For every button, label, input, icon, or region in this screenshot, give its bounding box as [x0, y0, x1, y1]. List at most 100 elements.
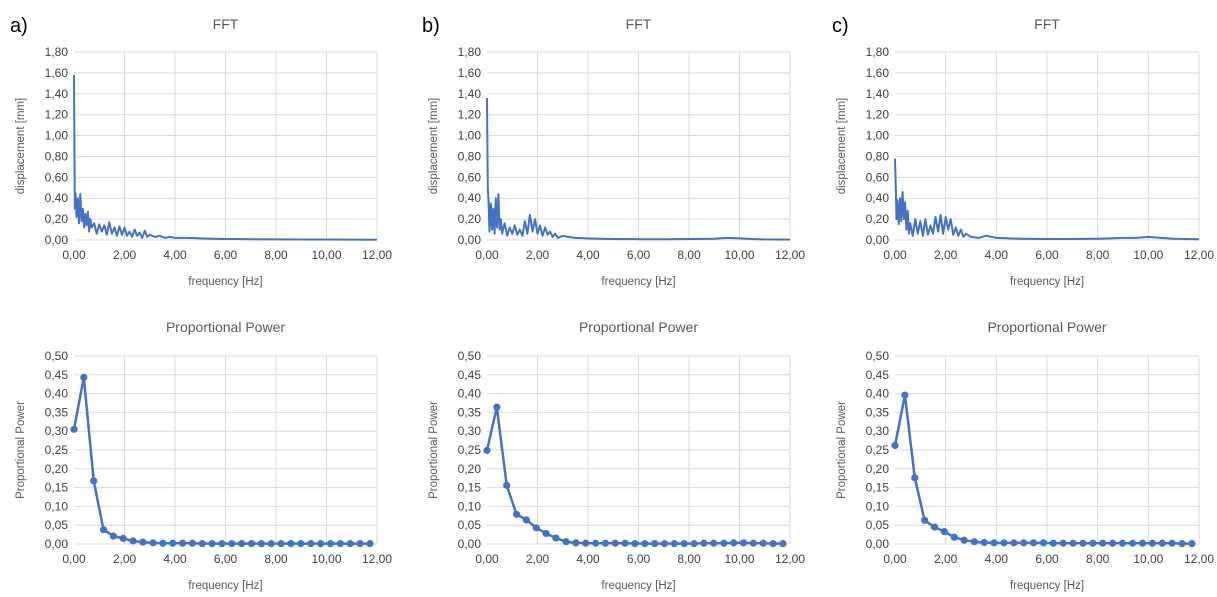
data-point [651, 540, 659, 548]
data-point [990, 539, 998, 547]
x-axis-title: frequency [Hz] [601, 276, 675, 288]
y-tick-label: 0,05 [45, 518, 69, 532]
x-tick-label: 10,00 [724, 248, 754, 262]
data-point [1059, 539, 1067, 547]
y-tick-label: 1,60 [45, 66, 69, 80]
y-tick-label: 0,50 [458, 349, 482, 363]
chart-title: FFT [1034, 16, 1060, 32]
data-point [562, 538, 570, 546]
data-point [80, 373, 88, 382]
y-tick-label: 0,20 [866, 462, 890, 476]
y-tick-label: 0,80 [458, 149, 482, 163]
data-point [631, 540, 639, 548]
x-tick-label: 12,00 [1184, 552, 1214, 566]
data-point [960, 536, 968, 544]
data-point [911, 474, 919, 482]
data-point [1099, 539, 1107, 547]
x-tick-label: 4,00 [985, 248, 1009, 262]
chart-title: FFT [626, 16, 652, 32]
data-point [1118, 539, 1127, 547]
x-axis-title: frequency [Hz] [601, 580, 675, 592]
data-point [769, 540, 777, 548]
y-tick-label: 0,05 [458, 518, 482, 532]
x-axis-title: frequency [Hz] [1010, 580, 1084, 592]
data-point [940, 527, 949, 536]
y-tick-label: 0,30 [458, 424, 482, 438]
data-point [139, 538, 147, 546]
chart-6: 0,00 0,05 0,10 0,15 0,20 0,25 0,30 0,35 0,40 0,45… [836, 319, 1214, 592]
y-tick-label: 0,35 [45, 405, 69, 419]
y-tick-label: 0,15 [458, 481, 482, 495]
y-tick-label: 1,20 [866, 108, 890, 122]
series-line [894, 158, 1200, 241]
x-tick-label: 2,00 [526, 248, 550, 262]
y-tick-label: 0,35 [458, 405, 482, 419]
data-point [70, 425, 78, 433]
data-point [1000, 539, 1008, 547]
y-tick-label: 1,00 [866, 129, 890, 143]
data-point [277, 540, 285, 548]
data-point [326, 540, 335, 548]
data-point [970, 538, 978, 546]
y-tick-label: 0,40 [45, 387, 69, 401]
x-tick-label: 6,00 [214, 248, 238, 262]
x-tick-label: 2,00 [113, 552, 137, 566]
x-tick-label: 6,00 [1035, 552, 1059, 566]
y-tick-label: 0,00 [458, 537, 482, 551]
y-tick-label: 1,60 [458, 66, 482, 80]
x-tick-label: 0,00 [62, 248, 86, 262]
y-axis-title: displacement [mm] [428, 98, 440, 195]
data-point [680, 540, 688, 548]
data-point [1129, 539, 1137, 547]
data-point [257, 540, 265, 548]
series-line [73, 74, 378, 241]
data-point [512, 510, 521, 518]
y-tick-label: 0,20 [458, 212, 482, 226]
y-tick-label: 0,40 [866, 387, 890, 401]
data-point [317, 540, 325, 548]
data-point [238, 540, 246, 548]
data-point [1079, 539, 1087, 547]
y-axis-title: Proportional Power [15, 401, 27, 499]
charts-group: 0,00 0,20 0,40 0,60 0,80 1,00 1,20 1,40 1,60 1,80… [15, 16, 1214, 592]
x-tick-label: 0,00 [475, 248, 499, 262]
data-point [749, 539, 757, 547]
chart-2: 0,00 0,20 0,40 0,60 0,80 1,00 1,20 1,40 1,60 1,80… [428, 16, 805, 288]
data-point [228, 540, 236, 548]
series-line [486, 97, 791, 241]
x-tick-label: 8,00 [1086, 552, 1110, 566]
y-tick-label: 0,20 [866, 212, 890, 226]
x-tick-label: 8,00 [1086, 248, 1110, 262]
x-tick-label: 4,00 [163, 248, 187, 262]
data-point [1049, 539, 1057, 547]
data-point [346, 540, 354, 548]
y-tick-label: 0,60 [458, 170, 482, 184]
data-point [247, 540, 256, 548]
panel-label-a: a) [10, 15, 28, 37]
data-point [483, 446, 491, 454]
y-tick-label: 0,00 [458, 233, 482, 247]
data-point [503, 481, 511, 489]
x-tick-label: 6,00 [214, 552, 238, 566]
y-tick-label: 0,25 [45, 443, 69, 457]
y-tick-label: 1,20 [458, 108, 482, 122]
data-point [1168, 539, 1176, 547]
y-tick-label: 1,00 [45, 129, 69, 143]
y-tick-label: 0,05 [866, 518, 890, 532]
y-tick-label: 0,80 [45, 149, 69, 163]
x-tick-label: 8,00 [264, 248, 288, 262]
data-point [542, 529, 550, 538]
x-tick-label: 0,00 [883, 552, 907, 566]
y-tick-label: 0,15 [45, 481, 69, 495]
data-point [1138, 539, 1147, 547]
data-point [109, 532, 117, 540]
y-tick-label: 0,45 [866, 368, 890, 382]
y-tick-label: 1,80 [866, 45, 890, 59]
y-tick-label: 1,00 [458, 129, 482, 143]
data-point [493, 403, 501, 411]
data-point [287, 540, 295, 548]
data-point [582, 539, 590, 547]
x-tick-label: 6,00 [1035, 248, 1059, 262]
y-tick-label: 0,20 [45, 462, 69, 476]
